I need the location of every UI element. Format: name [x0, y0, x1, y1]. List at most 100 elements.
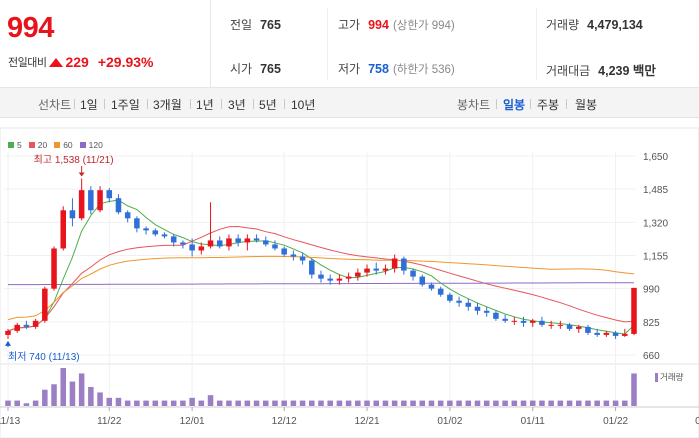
x-tick-label: 12/01 — [180, 416, 205, 427]
volume-bar — [502, 400, 508, 406]
candle-body — [483, 310, 490, 313]
volume-bar — [345, 400, 352, 406]
open-price: 시가 765 — [230, 62, 281, 76]
candle-body — [336, 278, 343, 281]
candle-body — [226, 238, 232, 247]
candle-body — [456, 300, 462, 303]
period-5y-button[interactable]: 5년 — [259, 98, 277, 112]
candle-weekly-button[interactable]: 주봉 — [537, 98, 560, 112]
candle-body — [299, 256, 306, 261]
candle-body — [447, 294, 453, 301]
change-percent: +29.93% — [97, 54, 154, 70]
volume-bar — [170, 400, 177, 406]
volume-bar — [465, 400, 472, 406]
volume-bar — [161, 400, 168, 406]
max-annotation: 최고 1,538 (11/21) — [34, 154, 114, 166]
candle-body — [51, 248, 57, 289]
candle-body — [364, 268, 370, 273]
volume-bar — [189, 397, 195, 406]
candle-daily-button[interactable]: 일봉 — [503, 98, 526, 112]
volume-bar — [382, 400, 389, 406]
volume-bar — [281, 400, 287, 406]
y-tick-label: 1,320 — [643, 218, 668, 229]
up-arrow-icon — [49, 57, 64, 67]
candle-body — [134, 218, 140, 229]
period-1y-button[interactable]: 1년 — [196, 98, 214, 112]
period-10y-button[interactable]: 10년 — [291, 98, 316, 112]
candle-body — [529, 320, 536, 323]
legend-swatch — [28, 142, 35, 148]
candle-body — [88, 190, 94, 211]
volume-bar — [456, 400, 462, 406]
volume-bar — [51, 384, 57, 406]
chart-toolbar: 선차트 1일 1주일 3개월 1년 3년 5년 10년 봉차트 일봉 주봉 월봉 — [0, 88, 699, 118]
period-3m-button[interactable]: 3개월 — [153, 98, 182, 112]
volume-bar — [585, 400, 591, 406]
candle-body — [474, 306, 481, 311]
candle-body — [216, 240, 223, 247]
volume-swatch — [655, 372, 658, 382]
volume-bar — [88, 387, 94, 406]
volume-bar — [364, 400, 370, 406]
volume-bar — [244, 400, 251, 406]
candle-body — [152, 230, 159, 235]
candle-body — [106, 190, 113, 199]
volume-bar — [290, 400, 297, 406]
volume-bar — [529, 400, 536, 406]
candle-body — [401, 258, 407, 271]
candle-body — [594, 332, 600, 335]
x-tick-label: 11/22 — [97, 416, 122, 427]
volume-bar — [373, 400, 379, 406]
candle-body — [410, 270, 416, 277]
candle-body — [355, 272, 361, 277]
candle-body — [170, 236, 177, 243]
x-tick-label: 11/13 — [0, 416, 21, 427]
candle-body — [124, 212, 131, 219]
candle-body — [14, 324, 20, 331]
period-1w-button[interactable]: 1주일 — [111, 98, 140, 112]
candle-body — [437, 288, 444, 295]
change-label: 전일대비 — [8, 57, 47, 69]
volume-bar — [631, 373, 637, 406]
volume-bar — [419, 400, 426, 406]
separator — [253, 99, 254, 109]
x-tick-label: 12/12 — [272, 416, 297, 427]
volume-bar — [603, 400, 610, 406]
candle-body — [428, 284, 435, 289]
volume-bar — [612, 400, 619, 406]
legend-ma20: 20 — [28, 140, 47, 150]
candle-body — [207, 240, 214, 247]
candle-body — [382, 268, 389, 271]
separator — [530, 99, 531, 109]
volume-bar — [437, 400, 444, 406]
candle-body — [115, 198, 122, 213]
volume-bar — [42, 389, 48, 406]
volume-bar — [253, 400, 260, 406]
chart-frame — [0, 127, 699, 438]
prev-close: 전일 765 — [230, 18, 281, 32]
volume-bar — [60, 368, 66, 406]
volume-bar — [557, 400, 564, 406]
volume-bar — [106, 397, 113, 406]
volume-bar — [272, 400, 278, 406]
volume-bar — [207, 395, 214, 406]
candle-body — [42, 288, 48, 321]
volume-bar — [336, 400, 343, 406]
volume-bar — [263, 400, 269, 406]
candle-monthly-button[interactable]: 월봉 — [575, 98, 598, 112]
volume-bar — [97, 392, 103, 406]
candle-body — [622, 333, 628, 336]
candle-body — [345, 276, 352, 279]
volume-bar — [78, 373, 85, 406]
volume-bar — [511, 400, 518, 406]
max-arrow-head — [78, 172, 85, 177]
period-1d-button[interactable]: 1일 — [80, 98, 98, 112]
candle-body — [253, 238, 260, 241]
period-3y-button[interactable]: 3년 — [228, 98, 246, 112]
volume-bar — [152, 400, 159, 406]
candle-body — [511, 320, 518, 322]
volume-bar — [622, 400, 628, 406]
volume-bar — [474, 400, 481, 406]
separator — [284, 99, 285, 109]
